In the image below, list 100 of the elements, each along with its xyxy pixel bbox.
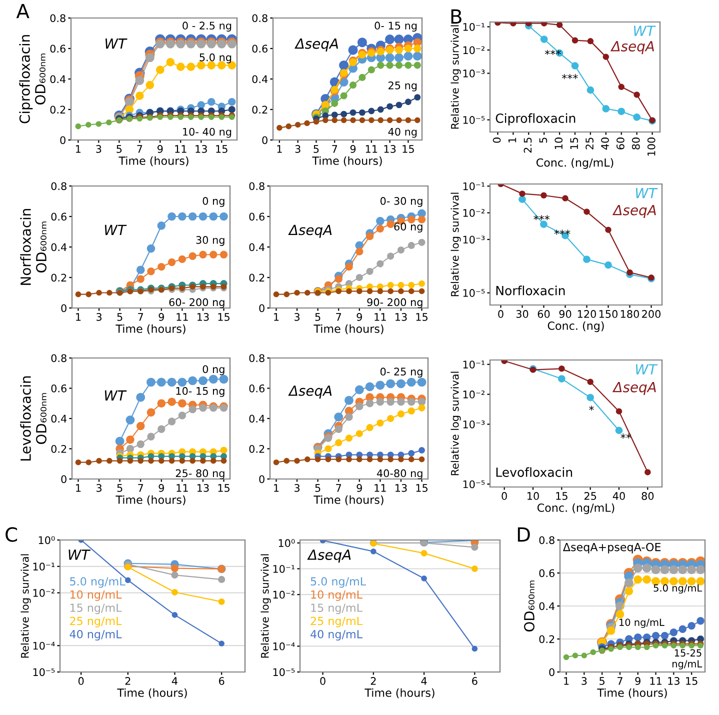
annotation: 0- 15 ng — [374, 22, 417, 32]
annotation: ΔseqA — [288, 224, 332, 238]
y-tick-label: 0 — [259, 304, 264, 312]
y-tick-label: 0.2 — [51, 274, 66, 282]
x-tick-label: 3 — [582, 677, 587, 685]
annotation: 60- 200 ng — [169, 298, 224, 308]
x-tick-label: 1 — [274, 484, 279, 492]
y-tick-label: 0.4 — [50, 75, 66, 84]
text: 40 ng/mL — [70, 630, 122, 641]
x-tick-label: 11 — [176, 313, 188, 321]
series-label: ΔseqA — [610, 41, 654, 54]
text: 25 ng/mL — [70, 616, 122, 628]
y-tick-label: 10⁻¹ — [33, 562, 55, 571]
x-tick-label: 200 — [642, 310, 660, 318]
y-tick-label: 0.4 — [249, 414, 265, 423]
annotation: 10- 40 ng — [183, 128, 232, 138]
x-axis-title: Time (hours) — [312, 156, 382, 166]
x-tick-label: 5 — [539, 138, 548, 143]
x-tick-label: 80 — [642, 492, 654, 500]
y-tick-label: 10⁻² — [463, 390, 484, 398]
annotation: 0 ng — [202, 365, 224, 376]
x-tick-label: 6 — [472, 677, 478, 685]
y-axis-title: Relative log survival — [450, 192, 461, 296]
x-tick-label: 13 — [196, 145, 207, 153]
series-label: ΔseqA — [612, 205, 656, 218]
x-tick-label: 9 — [356, 484, 362, 492]
x-tick-label: 9 — [157, 145, 163, 153]
x-tick-label: 0 — [78, 677, 84, 685]
x-axis-title: Conc. (ng/mL) — [537, 503, 614, 514]
annotation: ΔseqA — [307, 550, 351, 563]
x-tick-label: 11 — [176, 484, 188, 492]
x-tick-label: 0 — [320, 677, 326, 685]
x-tick-label: 25 — [586, 138, 594, 150]
y-tick-label: 0.4 — [51, 243, 67, 252]
x-tick-label: 5 — [315, 313, 320, 321]
x-tick-label: 3 — [96, 145, 102, 153]
annotation: 0- 25 ng — [380, 368, 422, 378]
y-tick-label: 0.4 — [51, 414, 67, 423]
text: B — [451, 9, 462, 24]
series-label: 5.0 ng/mL — [70, 577, 126, 588]
x-axis-title: Time (hours) — [117, 688, 187, 698]
y-tick-label: 0.8 — [51, 182, 66, 190]
x-tick-label: 9 — [350, 145, 356, 153]
x-tick-label: 1 — [277, 145, 282, 153]
x-tick-label: 2.5 — [524, 138, 532, 153]
y-tick-label: 0 — [61, 304, 66, 312]
annotation: WT — [68, 550, 91, 560]
x-tick-label: 7 — [618, 677, 622, 685]
x-tick-label: 7 — [138, 313, 144, 321]
x-tick-label: 13 — [395, 484, 407, 492]
x-tick-label: 40 — [612, 492, 625, 500]
x-tick-label: 15 — [556, 492, 568, 500]
x-tick-label: 11 — [650, 677, 662, 685]
annotation: Norfloxacin — [496, 286, 565, 296]
y-tick-label: 10⁻⁴ — [33, 642, 55, 650]
y-tick-label: 0.6 — [249, 384, 264, 392]
y-tick-label: 10⁰ — [38, 536, 55, 544]
x-axis-title: Time (hours) — [364, 688, 434, 698]
y-tick-label: 10⁻⁵ — [33, 668, 55, 676]
y-tick-label: 0.6 — [252, 44, 268, 53]
x-tick-label: 10 — [528, 492, 539, 500]
x-tick-label: 9 — [158, 484, 164, 492]
y-axis-title: OD₆₀₀ₙₘ — [524, 580, 534, 632]
y-tick-label: 10⁻⁵ — [463, 116, 485, 124]
text: 25 ng/mL — [310, 616, 362, 628]
y-tick-label: 10⁻³ — [463, 70, 485, 78]
y-tick-label: 0 — [549, 668, 554, 676]
y-tick-label: 0.2 — [539, 635, 554, 644]
y-tick-label: 0.8 — [50, 14, 66, 22]
x-tick-label: 5 — [315, 484, 320, 492]
x-tick-label: 60 — [538, 310, 550, 318]
y-axis-title: Relative log survival — [450, 25, 461, 129]
x-tick-label: 1 — [76, 313, 81, 321]
annotation: ΔseqA — [294, 38, 338, 52]
y-tick-label: 0.8 — [249, 182, 264, 190]
x-tick-label: 150 — [599, 310, 618, 318]
annotation: 10- 15 ng — [176, 387, 224, 397]
x-axis-title: Time (hours) — [116, 495, 186, 506]
x-tick-label: 4 — [421, 677, 427, 685]
x-axis-title: Time (hours) — [314, 495, 384, 506]
x-tick-label: 80 — [632, 138, 640, 150]
y-tick-label: 0.8 — [51, 354, 66, 362]
x-tick-label: 15 — [216, 145, 228, 153]
x-axis-title: Time (hours) — [597, 688, 667, 698]
x-tick-label: 1 — [76, 484, 81, 492]
text: WT — [634, 26, 656, 36]
y-tick-label: 0 — [259, 475, 264, 484]
annotation: 15-25 ng/mL — [672, 649, 702, 670]
text: WT — [636, 364, 658, 374]
x-tick-label: 0 — [498, 310, 504, 318]
y-tick-label: 10⁻¹ — [273, 564, 295, 573]
annotation: 40-80 ng — [376, 469, 422, 480]
x-tick-label: 15 — [686, 677, 698, 685]
x-tick-label: 11 — [374, 484, 386, 492]
text: 10 ng/mL — [311, 590, 362, 601]
y-tick-label: 10⁻² — [273, 590, 294, 599]
y-tick-label: 0.2 — [249, 274, 264, 282]
y-tick-label: 10⁻³ — [463, 236, 485, 244]
y-tick-label: 10⁻² — [463, 46, 484, 54]
x-tick-label: 3 — [294, 313, 300, 321]
